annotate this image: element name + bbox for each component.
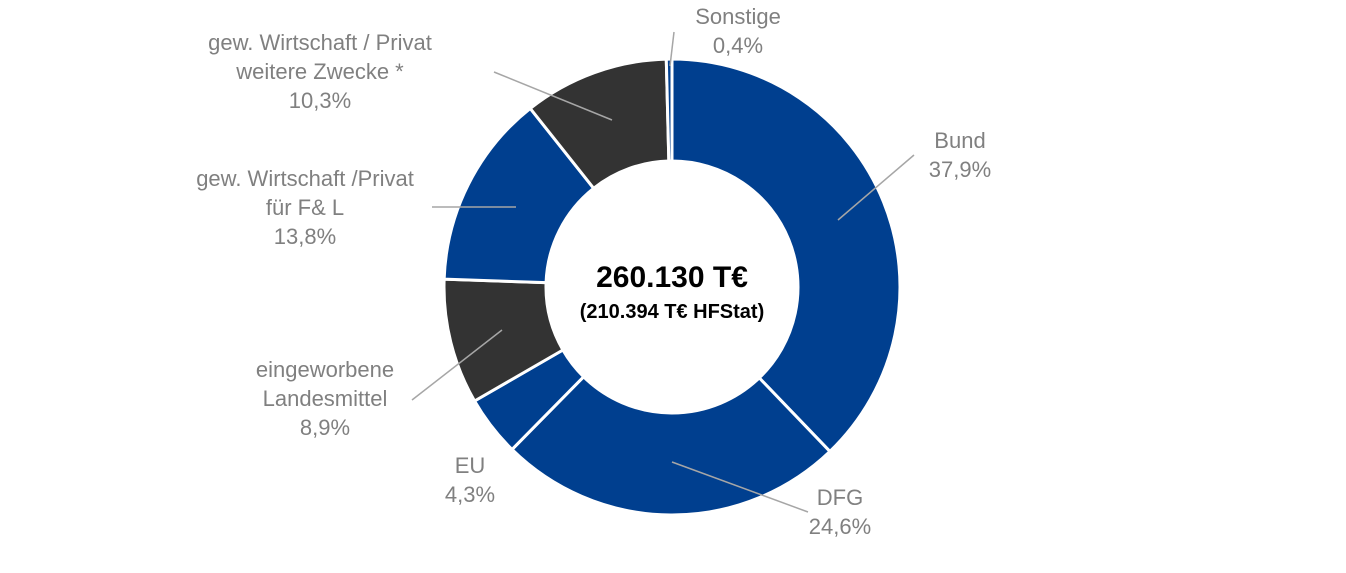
leader-line-6 (669, 31, 675, 67)
slice-value-label: 13,8% (274, 224, 336, 249)
center-total: 260.130 T€ (596, 261, 748, 294)
slice-name-label: weitere Zwecke * (235, 59, 404, 84)
slice-value-label: 8,9% (300, 415, 350, 440)
leader-line-5 (493, 71, 613, 121)
slice-name-label: Sonstige (695, 4, 781, 29)
slice-label-4: gew. Wirtschaft /Privat für F& L 13,8% (196, 166, 414, 249)
slice-label-3: eingeworbene Landesmittel 8,9% (256, 357, 394, 440)
slice-name-label: für F& L (266, 195, 344, 220)
slice-name-label: eingeworbene (256, 357, 394, 382)
donut-slices (442, 57, 902, 517)
slice-value-label: 24,6% (809, 514, 871, 539)
slice-name-label: Landesmittel (263, 386, 388, 411)
leader-line-0 (837, 154, 915, 221)
slice-label-6: Sonstige 0,4% (695, 4, 781, 58)
slice-name-label: DFG (817, 485, 863, 510)
slice-label-5: gew. Wirtschaft / Privat weitere Zwecke *… (208, 30, 432, 113)
slice-value-label: 37,9% (929, 157, 991, 182)
slice-label-1: DFG 24,6% (809, 485, 871, 539)
slice-value-label: 4,3% (445, 482, 495, 507)
slice-value-label: 0,4% (713, 33, 763, 58)
slice-label-2: EU 4,3% (445, 453, 495, 507)
center-subtitle: (210.394 T€ HFStat) (580, 301, 765, 323)
leader-line-3 (411, 329, 503, 401)
slice-name-label: Bund (934, 128, 985, 153)
slice-0 (670, 57, 902, 454)
slice-1 (509, 374, 833, 517)
leader-lines (411, 31, 915, 513)
slice-name-label: gew. Wirtschaft / Privat (208, 30, 432, 55)
leader-line-1 (671, 461, 809, 513)
slice-name-label: EU (455, 453, 486, 478)
slice-value-label: 10,3% (289, 88, 351, 113)
slice-name-label: gew. Wirtschaft /Privat (196, 166, 414, 191)
slice-labels: Bund 37,9% DFG 24,6% EU 4,3% eingeworbene Lande… (196, 4, 991, 539)
slice-6 (664, 57, 674, 163)
slice-label-0: Bund 37,9% (929, 128, 991, 182)
